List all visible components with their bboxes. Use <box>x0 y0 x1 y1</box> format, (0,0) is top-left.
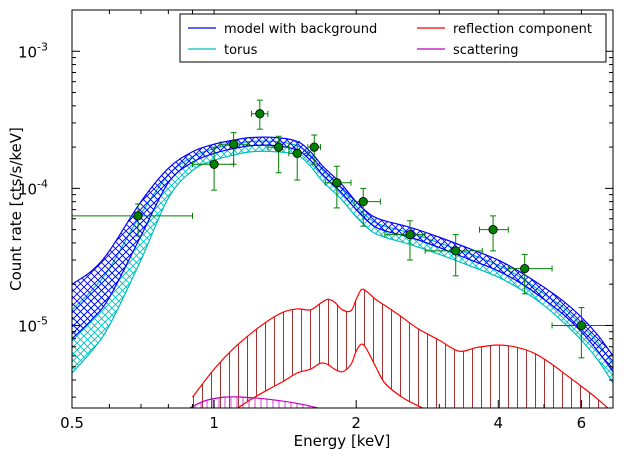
data-point-12 <box>507 253 553 295</box>
y-tick-base: 10 <box>18 317 37 335</box>
x-tick-label: 0.5 <box>60 414 84 432</box>
data-point-marker <box>133 211 143 221</box>
data-point-11 <box>479 215 509 252</box>
x-axis: 0.5 1 2 4 6 <box>60 10 614 432</box>
data-point-marker <box>576 320 586 331</box>
data-points <box>72 99 613 359</box>
band-lower-torus <box>72 150 613 384</box>
data-point-marker <box>358 197 368 207</box>
band-fill-scattering <box>189 396 319 408</box>
x-tick-label: 4 <box>494 414 504 432</box>
data-point-3 <box>250 99 269 130</box>
y-tick-label: 10-3 <box>18 40 48 61</box>
y-tick-base: 10 <box>18 180 37 198</box>
data-point-10 <box>424 234 483 277</box>
data-point-9 <box>384 220 426 261</box>
legend-label-scattering: scattering <box>453 43 519 58</box>
y-axis-label: Count rate [cts/s/keV] <box>7 127 25 291</box>
data-point-5 <box>288 140 309 181</box>
data-point-marker <box>488 225 498 235</box>
band-lower-reflection-component <box>236 343 425 408</box>
legend: model with background reflection compone… <box>179 13 607 63</box>
legend-label-reflection: reflection component <box>453 22 592 37</box>
x-tick-label: 2 <box>351 414 361 432</box>
y-tick-base: 10 <box>18 43 37 61</box>
band-upper-scattering <box>188 396 321 408</box>
data-point-13 <box>551 307 613 359</box>
x-axis-label: Energy [keV] <box>294 432 391 450</box>
band-lower-model-with-background <box>72 144 613 373</box>
y-tick-label: 10-4 <box>18 177 48 198</box>
data-point-2 <box>219 132 249 165</box>
data-point-marker <box>292 148 302 158</box>
legend-label-torus: torus <box>224 43 258 58</box>
data-point-marker <box>520 263 530 274</box>
data-point-marker <box>274 142 284 152</box>
plot-frame <box>71 9 614 409</box>
x-tick-label: 6 <box>577 414 587 432</box>
data-point-4 <box>267 135 290 174</box>
data-point-marker <box>209 159 219 169</box>
band-upper-reflection-component <box>192 288 609 408</box>
y-axis: 10-510-410-3 <box>18 9 613 398</box>
data-point-7 <box>324 165 352 209</box>
band-fill-reflection-component <box>192 289 608 408</box>
y-tick-exponent: -3 <box>37 40 48 53</box>
data-point-0 <box>72 203 193 237</box>
data-point-marker <box>451 246 461 256</box>
legend-box <box>179 13 607 63</box>
y-tick-label: 10-5 <box>18 314 48 335</box>
data-point-marker <box>405 229 415 240</box>
data-point-marker <box>309 142 319 152</box>
x-tick-label: 1 <box>209 414 219 432</box>
data-point-marker <box>255 109 265 119</box>
data-point-marker <box>332 178 342 188</box>
data-point-6 <box>307 134 321 165</box>
y-tick-exponent: -5 <box>37 314 48 327</box>
legend-label-model: model with background <box>224 22 377 37</box>
data-point-marker <box>229 139 239 149</box>
y-tick-exponent: -4 <box>37 177 48 190</box>
data-point-8 <box>353 187 381 227</box>
